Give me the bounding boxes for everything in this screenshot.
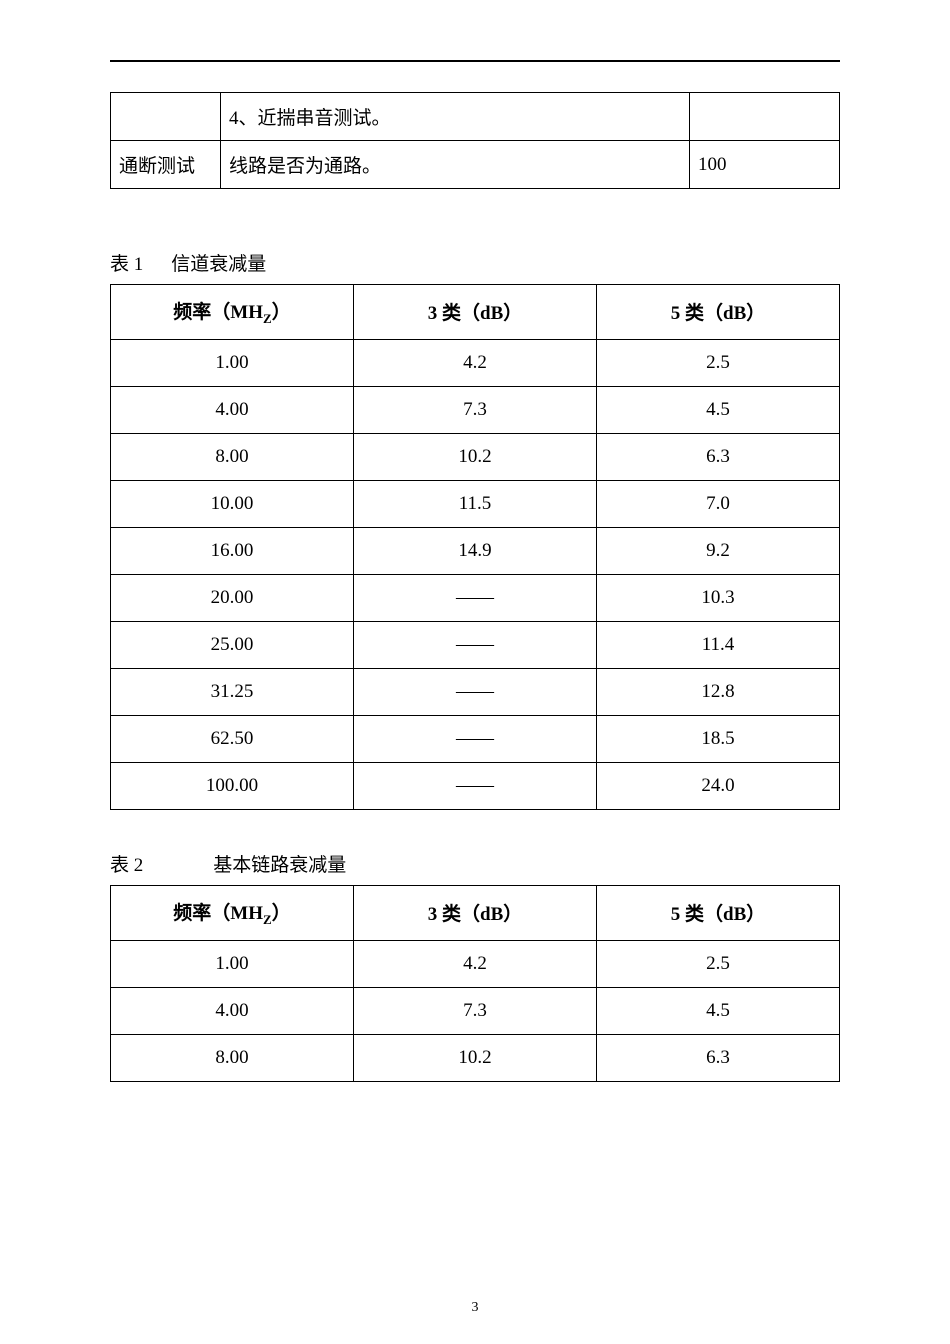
cell: 线路是否为通路。: [221, 141, 690, 189]
cell: 31.25: [111, 668, 354, 715]
table-row: 25.00——11.4: [111, 621, 840, 668]
cell: 12.8: [597, 668, 840, 715]
cell: 11.4: [597, 621, 840, 668]
cell: 4.5: [597, 386, 840, 433]
top-rule: [110, 60, 840, 62]
cell: 100: [690, 141, 840, 189]
cell: 10.3: [597, 574, 840, 621]
column-header: 3 类（dB）: [354, 885, 597, 940]
cell: 通断测试: [111, 141, 221, 189]
table1: 频率（MHZ） 3 类（dB） 5 类（dB） 1.004.22.54.007.…: [110, 284, 840, 810]
cell: 14.9: [354, 527, 597, 574]
cell: 1.00: [111, 940, 354, 987]
table-header-row: 频率（MHZ） 3 类（dB） 5 类（dB）: [111, 285, 840, 340]
table2: 频率（MHZ） 3 类（dB） 5 类（dB） 1.004.22.54.007.…: [110, 885, 840, 1082]
table-row: 31.25——12.8: [111, 668, 840, 715]
cell: 7.0: [597, 480, 840, 527]
column-header: 频率（MHZ）: [111, 885, 354, 940]
table-header-row: 频率（MHZ） 3 类（dB） 5 类（dB）: [111, 885, 840, 940]
cell: 100.00: [111, 762, 354, 809]
cell: ——: [354, 668, 597, 715]
table-row: 20.00——10.3: [111, 574, 840, 621]
cell: 9.2: [597, 527, 840, 574]
table-row: 1.004.22.5: [111, 339, 840, 386]
cell: 2.5: [597, 339, 840, 386]
cell: 4.00: [111, 987, 354, 1034]
cell: 11.5: [354, 480, 597, 527]
table-row: 8.0010.26.3: [111, 433, 840, 480]
cell: 20.00: [111, 574, 354, 621]
table-row: 4.007.34.5: [111, 386, 840, 433]
cell: 4.2: [354, 339, 597, 386]
cell: ——: [354, 762, 597, 809]
top-table: 4、近揣串音测试。 通断测试 线路是否为通路。 100: [110, 92, 840, 189]
table-row: 4.007.34.5: [111, 987, 840, 1034]
cell: 8.00: [111, 433, 354, 480]
cell: 4、近揣串音测试。: [221, 93, 690, 141]
cell: 7.3: [354, 987, 597, 1034]
cell: 6.3: [597, 433, 840, 480]
caption-prefix: 表 1: [110, 254, 143, 275]
cell: 8.00: [111, 1034, 354, 1081]
table-row: 通断测试 线路是否为通路。 100: [111, 141, 840, 189]
cell: 62.50: [111, 715, 354, 762]
caption-prefix: 表 2: [110, 855, 143, 876]
table-row: 10.0011.57.0: [111, 480, 840, 527]
cell: ——: [354, 715, 597, 762]
table1-body: 1.004.22.54.007.34.58.0010.26.310.0011.5…: [111, 339, 840, 809]
page-number: 3: [0, 1300, 950, 1316]
cell: 2.5: [597, 940, 840, 987]
table-row: 16.0014.99.2: [111, 527, 840, 574]
table-row: 4、近揣串音测试。: [111, 93, 840, 141]
cell: 6.3: [597, 1034, 840, 1081]
cell: ——: [354, 574, 597, 621]
caption-text: 基本链路衰减量: [213, 855, 346, 876]
cell: 1.00: [111, 339, 354, 386]
column-header: 5 类（dB）: [597, 285, 840, 340]
cell: 24.0: [597, 762, 840, 809]
cell: 10.2: [354, 1034, 597, 1081]
cell: ——: [354, 621, 597, 668]
table1-caption: 表 1 信道衰减量: [110, 249, 840, 276]
cell: [690, 93, 840, 141]
cell: 7.3: [354, 386, 597, 433]
cell: 4.5: [597, 987, 840, 1034]
table-row: 100.00——24.0: [111, 762, 840, 809]
table-row: 62.50——18.5: [111, 715, 840, 762]
table2-body: 1.004.22.54.007.34.58.0010.26.3: [111, 940, 840, 1081]
cell: 4.2: [354, 940, 597, 987]
column-header: 频率（MHZ）: [111, 285, 354, 340]
caption-text: 信道衰减量: [171, 254, 266, 275]
cell: 25.00: [111, 621, 354, 668]
cell: 4.00: [111, 386, 354, 433]
table-row: 1.004.22.5: [111, 940, 840, 987]
column-header: 3 类（dB）: [354, 285, 597, 340]
cell: 16.00: [111, 527, 354, 574]
cell: [111, 93, 221, 141]
cell: 18.5: [597, 715, 840, 762]
column-header: 5 类（dB）: [597, 885, 840, 940]
cell: 10.2: [354, 433, 597, 480]
table2-caption: 表 2 基本链路衰减量: [110, 850, 840, 877]
table-row: 8.0010.26.3: [111, 1034, 840, 1081]
cell: 10.00: [111, 480, 354, 527]
